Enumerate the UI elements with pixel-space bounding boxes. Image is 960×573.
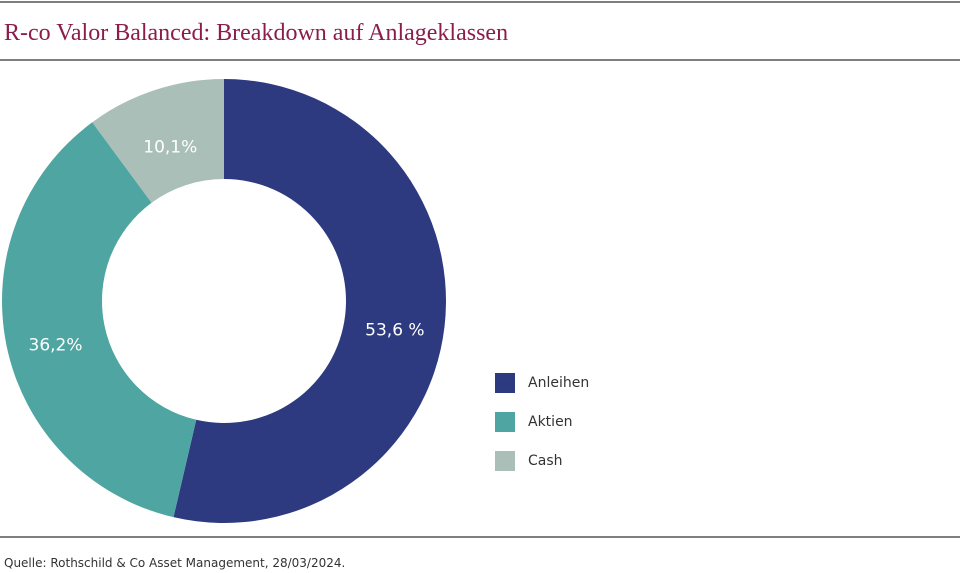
legend-swatch: [495, 412, 515, 432]
legend-swatch: [495, 373, 515, 393]
source: Quelle: Rothschild & Co Asset Management…: [4, 556, 345, 570]
legend-label: Anleihen: [528, 375, 589, 391]
data-label: 53,6 %: [365, 321, 424, 341]
data-label: 36,2%: [29, 336, 83, 356]
donut-slice: [1, 122, 197, 518]
donut-slice: [92, 79, 224, 203]
legend-label: Cash: [528, 453, 563, 469]
donut-slice: [173, 79, 446, 523]
data-label: 10,1%: [143, 138, 197, 158]
legend-swatch: [495, 451, 515, 471]
legend-label: Aktien: [528, 414, 573, 430]
chart-title: R-co Valor Balanced: Breakdown auf Anlag…: [4, 20, 508, 46]
